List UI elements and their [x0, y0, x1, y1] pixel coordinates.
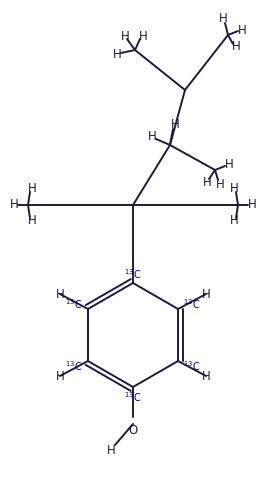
Text: $^{13}$C: $^{13}$C [65, 359, 83, 373]
Text: H: H [248, 199, 256, 212]
Text: H: H [56, 370, 64, 383]
Text: H: H [225, 158, 233, 171]
Text: H: H [107, 444, 115, 456]
Text: H: H [238, 24, 246, 36]
Text: H: H [203, 176, 211, 189]
Text: H: H [230, 215, 238, 228]
Text: $^{13}$C: $^{13}$C [183, 297, 201, 311]
Text: H: H [216, 178, 225, 191]
Text: H: H [148, 131, 156, 144]
Text: H: H [219, 12, 227, 25]
Text: H: H [171, 119, 179, 132]
Text: $^{13}$C: $^{13}$C [65, 297, 83, 311]
Text: H: H [202, 370, 210, 383]
Text: H: H [139, 29, 147, 43]
Text: H: H [113, 48, 121, 61]
Text: H: H [28, 215, 36, 228]
Text: $^{13}$C: $^{13}$C [183, 359, 201, 373]
Text: H: H [28, 182, 36, 195]
Text: H: H [202, 288, 210, 300]
Text: O: O [128, 424, 138, 437]
Text: H: H [230, 182, 238, 195]
Text: H: H [120, 29, 129, 43]
Text: H: H [10, 199, 18, 212]
Text: $^{13}$C: $^{13}$C [124, 390, 142, 404]
Text: H: H [232, 40, 240, 53]
Text: $^{13}$C: $^{13}$C [124, 267, 142, 281]
Text: H: H [56, 288, 64, 300]
